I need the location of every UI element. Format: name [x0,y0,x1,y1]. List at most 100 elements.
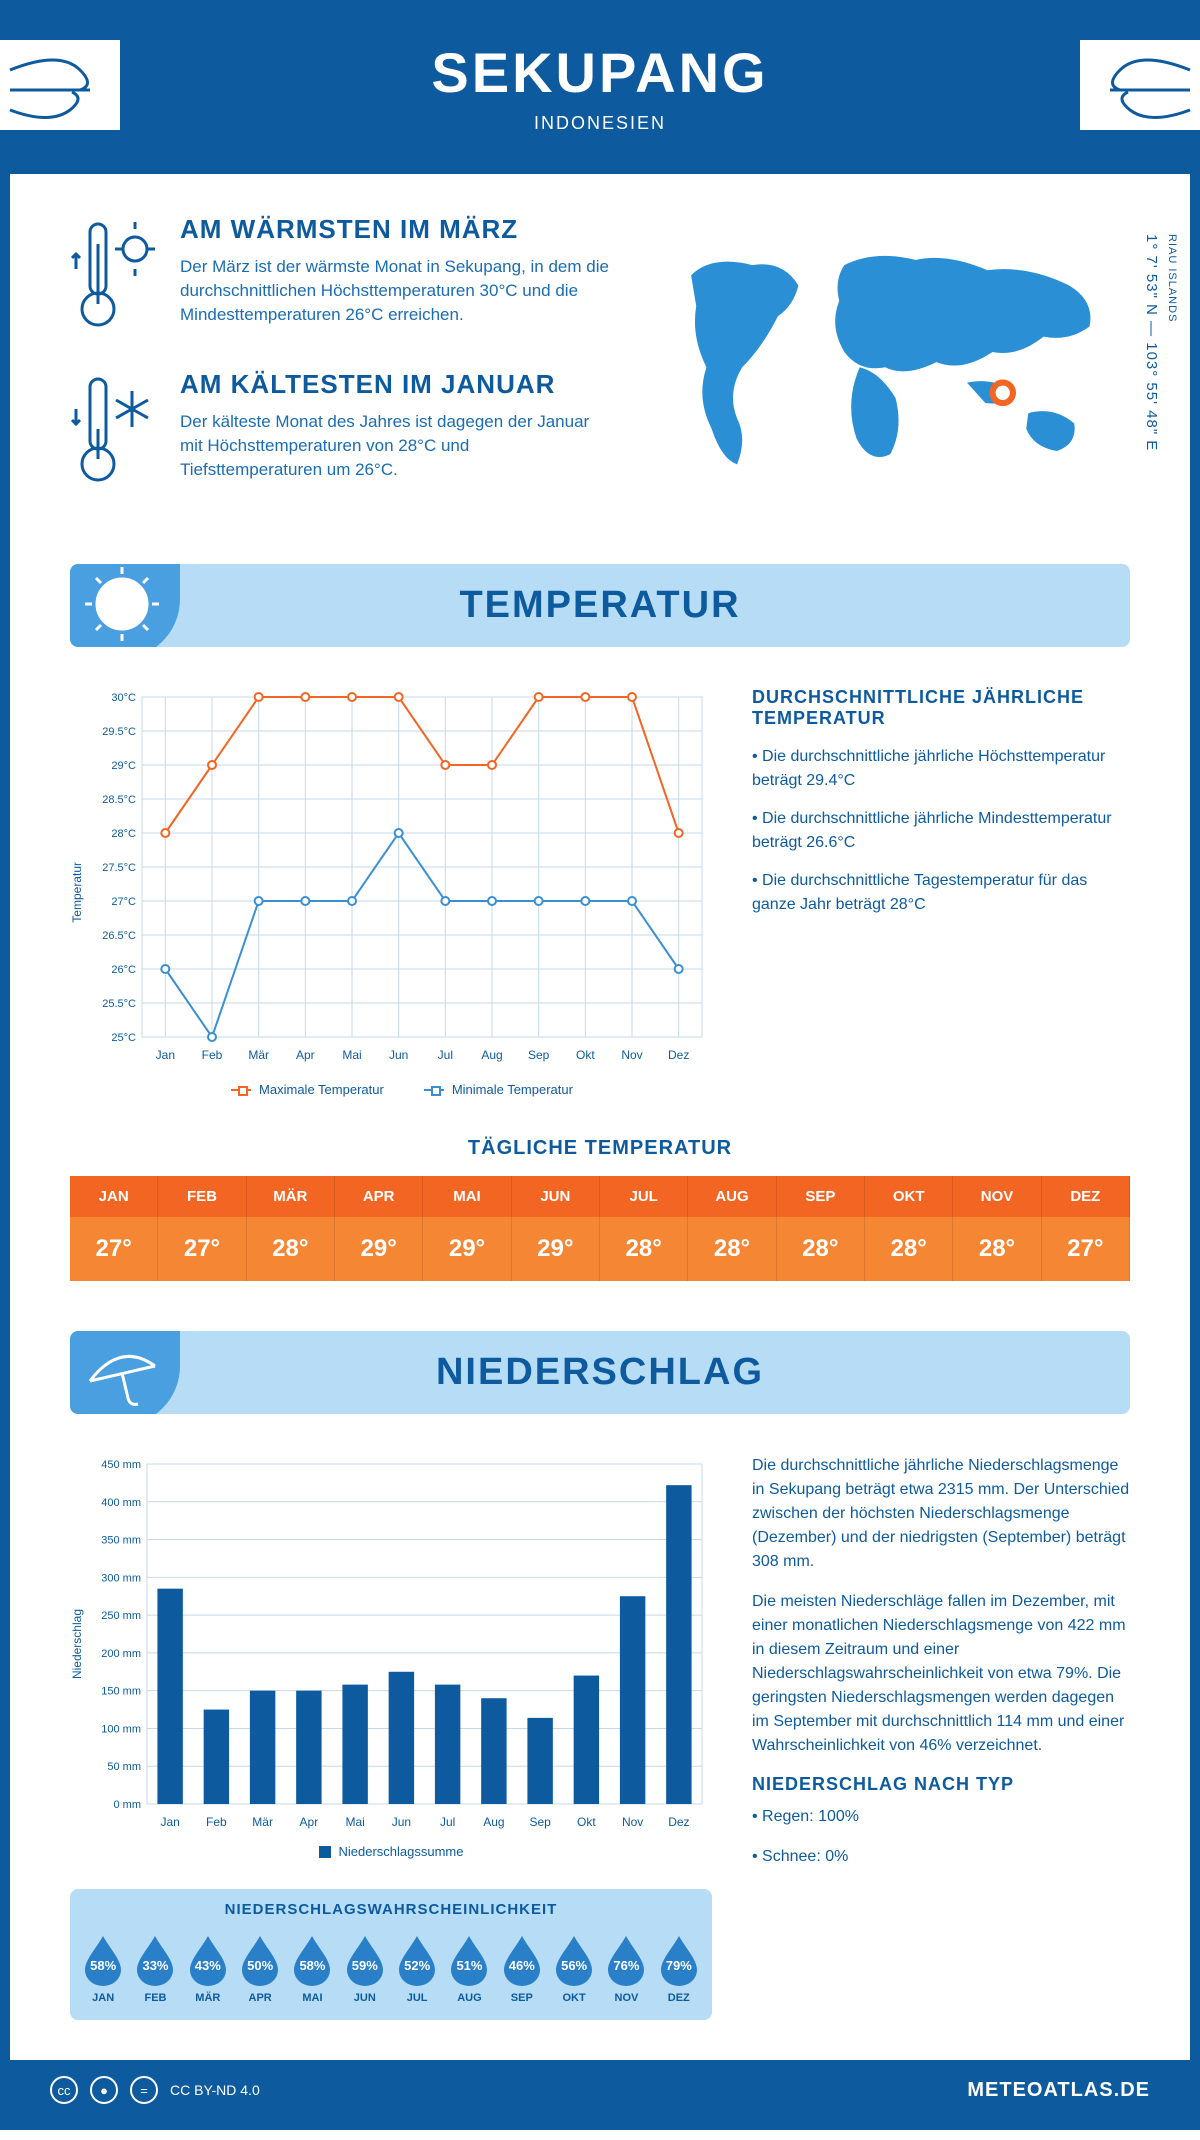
nd-icon: = [130,2076,158,2104]
warmest-title: AM WÄRMSTEN IM MÄRZ [180,214,610,245]
svg-text:Sep: Sep [528,1048,550,1062]
daily-month: JUN [512,1176,600,1217]
warmest-block: AM WÄRMSTEN IM MÄRZ Der März ist der wär… [70,214,610,339]
daily-value: 29° [512,1217,600,1281]
precip-ylabel: Niederschlag [70,1609,84,1679]
probability-drop: 58%JAN [80,1932,126,2004]
svg-text:Mär: Mär [248,1048,269,1062]
warmest-text: Der März ist der wärmste Monat in Sekupa… [180,255,610,326]
probability-drop: 43%MÄR [185,1932,231,2004]
svg-text:30°C: 30°C [111,692,136,704]
svg-text:Aug: Aug [481,1048,502,1062]
probability-drop: 56%OKT [551,1932,597,2004]
probability-panel: NIEDERSCHLAGSWAHRSCHEINLICHKEIT 58%JAN33… [70,1889,712,2020]
temperature-section-header: TEMPERATUR [70,564,1130,647]
daily-value: 28° [247,1217,335,1281]
coordinates: 1° 7' 53" N — 103° 55' 48" E [1143,234,1160,451]
svg-text:300 mm: 300 mm [101,1572,141,1584]
svg-text:Aug: Aug [483,1815,504,1829]
svg-text:28.5°C: 28.5°C [102,794,136,806]
temp-info-p2: • Die durchschnittliche jährliche Mindes… [752,807,1130,855]
svg-text:Jul: Jul [438,1048,453,1062]
svg-text:250 mm: 250 mm [101,1610,141,1622]
probability-drop: 33%FEB [132,1932,178,2004]
svg-text:Feb: Feb [206,1815,227,1829]
daily-month: AUG [688,1176,776,1217]
svg-text:27°C: 27°C [111,896,136,908]
precip-section-header: NIEDERSCHLAG [70,1331,1130,1414]
daily-month: MÄR [247,1176,335,1217]
svg-text:Okt: Okt [577,1815,596,1829]
legend-max: Maximale Temperatur [259,1082,384,1097]
daily-month: MAI [423,1176,511,1217]
daily-value: 27° [1042,1217,1130,1281]
svg-text:Dez: Dez [668,1048,689,1062]
wind-icon [1080,40,1200,130]
svg-text:Mai: Mai [342,1048,361,1062]
svg-text:Apr: Apr [296,1048,315,1062]
svg-text:29.5°C: 29.5°C [102,726,136,738]
svg-text:Okt: Okt [576,1048,595,1062]
svg-text:Jun: Jun [392,1815,411,1829]
svg-text:Sep: Sep [529,1815,551,1829]
temp-ylabel: Temperatur [70,862,84,923]
daily-month: JAN [70,1176,158,1217]
daily-month: JUL [600,1176,688,1217]
precip-rain: • Regen: 100% [752,1805,1130,1829]
temp-info-p1: • Die durchschnittliche jährliche Höchst… [752,745,1130,793]
temperature-line-chart: 25°C25.5°C26°C26.5°C27°C27.5°C28°C28.5°C… [92,687,712,1067]
daily-month: FEB [158,1176,246,1217]
svg-text:Jan: Jan [160,1815,179,1829]
daily-value: 28° [688,1217,776,1281]
svg-text:26°C: 26°C [111,964,136,976]
legend-min: Minimale Temperatur [452,1082,573,1097]
probability-drop: 50%APR [237,1932,283,2004]
svg-text:Mär: Mär [252,1815,273,1829]
svg-text:0 mm: 0 mm [114,1799,142,1811]
svg-text:Jun: Jun [389,1048,408,1062]
svg-text:Mai: Mai [345,1815,364,1829]
precip-p2: Die meisten Niederschläge fallen im Deze… [752,1590,1130,1758]
daily-month: NOV [953,1176,1041,1217]
temperature-heading: TEMPERATUR [70,584,1130,627]
svg-text:200 mm: 200 mm [101,1648,141,1660]
svg-text:Dez: Dez [668,1815,689,1829]
wind-icon [0,40,120,130]
precip-legend: Niederschlagssumme [339,1844,464,1859]
daily-value: 28° [953,1217,1041,1281]
site-name: METEOATLAS.DE [967,2079,1150,2102]
svg-text:Jul: Jul [440,1815,455,1829]
precip-p1: Die durchschnittliche jährliche Niedersc… [752,1454,1130,1574]
probability-drop: 51%AUG [446,1932,492,2004]
probability-drop: 52%JUL [394,1932,440,2004]
daily-month: SEP [777,1176,865,1217]
daily-value: 29° [423,1217,511,1281]
daily-month: DEZ [1042,1176,1130,1217]
sun-icon [70,564,180,647]
daily-month: APR [335,1176,423,1217]
coldest-title: AM KÄLTESTEN IM JANUAR [180,369,610,400]
daily-month: OKT [865,1176,953,1217]
thermometer-cold-icon [70,369,160,494]
probability-title: NIEDERSCHLAGSWAHRSCHEINLICHKEIT [80,1901,702,1918]
precip-type-title: NIEDERSCHLAG NACH TYP [752,1774,1130,1795]
daily-temp-title: TÄGLICHE TEMPERATUR [70,1137,1130,1160]
probability-drop: 46%SEP [499,1932,545,2004]
svg-text:100 mm: 100 mm [101,1723,141,1735]
daily-value: 29° [335,1217,423,1281]
daily-value: 27° [158,1217,246,1281]
svg-text:Nov: Nov [622,1815,643,1829]
temp-info-title: DURCHSCHNITTLICHE JÄHRLICHE TEMPERATUR [752,687,1130,729]
svg-text:400 mm: 400 mm [101,1497,141,1509]
coldest-text: Der kälteste Monat des Jahres ist dagege… [180,410,610,481]
header-bar: SEKUPANG INDONESIEN [10,10,1190,174]
precip-heading: NIEDERSCHLAG [70,1351,1130,1394]
precipitation-bar-chart: 0 mm50 mm100 mm150 mm200 mm250 mm300 mm3… [92,1454,712,1834]
by-icon: ● [90,2076,118,2104]
coldest-block: AM KÄLTESTEN IM JANUAR Der kälteste Mona… [70,369,610,494]
country-subtitle: INDONESIEN [60,113,1140,134]
svg-text:Feb: Feb [202,1048,223,1062]
probability-drop: 59%JUN [342,1932,388,2004]
daily-temp-table: JANFEBMÄRAPRMAIJUNJULAUGSEPOKTNOVDEZ27°2… [70,1176,1130,1281]
svg-text:25°C: 25°C [111,1032,136,1044]
